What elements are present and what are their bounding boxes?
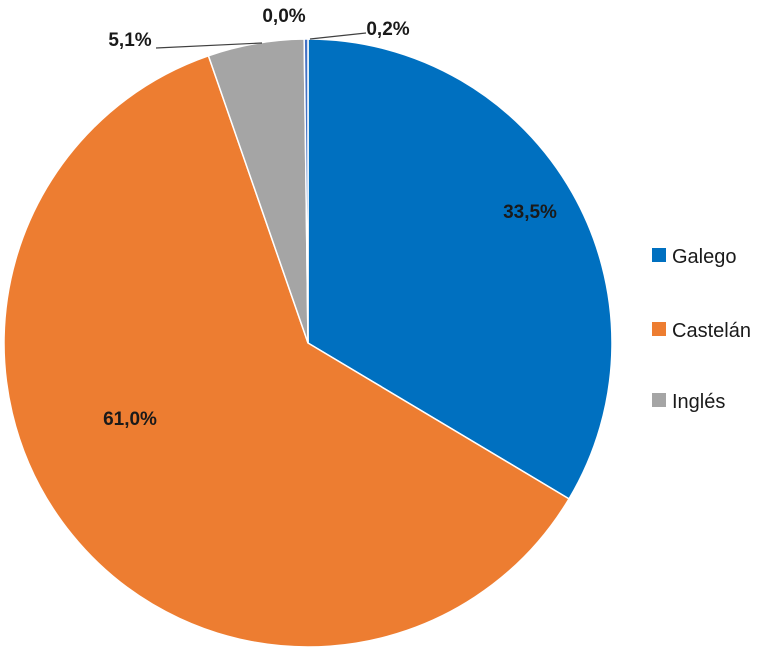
leader-line-ingles — [155, 42, 263, 49]
data-labels: 33,5% 61,0% 5,1% 0,0% 0,2% — [103, 6, 557, 430]
legend-label-ingles: Inglés — [672, 391, 725, 413]
data-label-ingles: 5,1% — [108, 30, 151, 51]
data-label-galego: 33,5% — [503, 202, 557, 223]
legend-swatch-castelan — [652, 322, 666, 336]
data-label-slice-4: 0,2% — [366, 19, 409, 40]
data-label-castelan: 61,0% — [103, 409, 157, 430]
legend-swatch-galego — [652, 248, 666, 262]
pie-slices — [3, 38, 613, 648]
legend: Galego Castelán Inglés — [652, 246, 751, 413]
legend-swatch-ingles — [652, 393, 666, 407]
data-label-slice-3: 0,0% — [262, 6, 305, 27]
legend-label-castelan: Castelán — [672, 320, 751, 342]
pie-slice-castelan — [3, 54, 571, 648]
leader-line-slice-4 — [309, 32, 367, 40]
leader-lines — [155, 32, 367, 49]
pie-slice-slice-4 — [303, 38, 309, 344]
legend-label-galego: Galego — [672, 246, 737, 268]
pie-slice-galego — [307, 38, 613, 500]
